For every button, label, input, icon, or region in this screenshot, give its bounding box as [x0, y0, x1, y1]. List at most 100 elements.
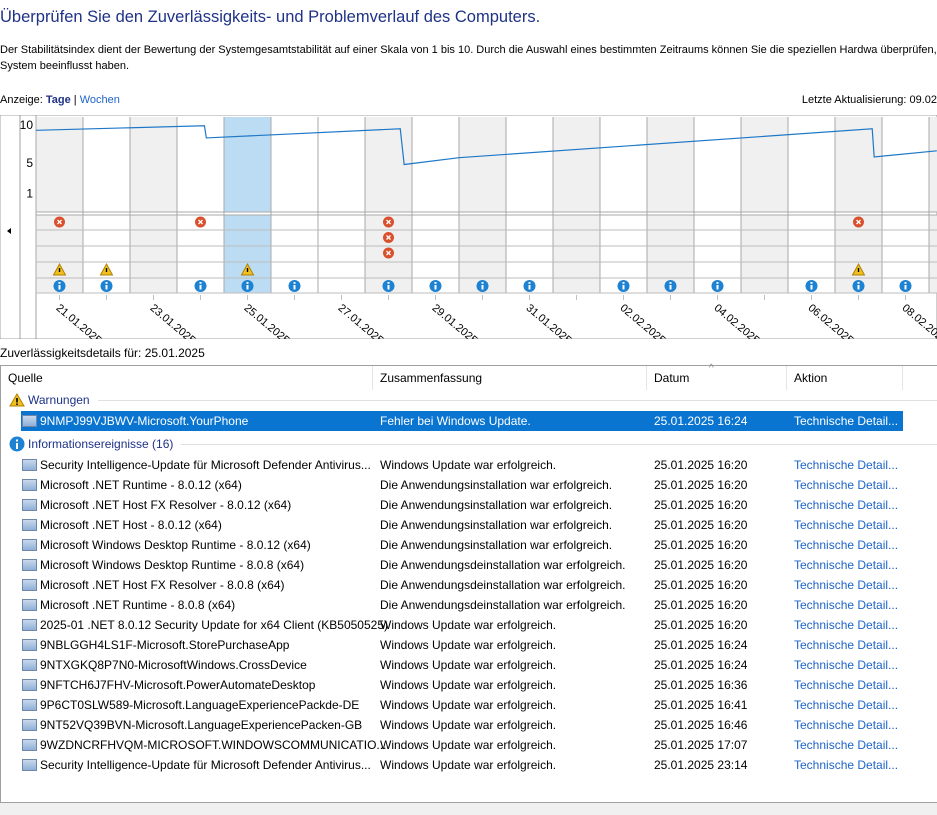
info-icon-dot [199, 282, 202, 284]
technical-details-link[interactable]: Technische Detail... [794, 718, 899, 732]
day-events-column[interactable] [741, 215, 788, 293]
info-icon-dot [810, 282, 813, 284]
day-column[interactable] [177, 117, 224, 212]
info-icon-mark [528, 285, 531, 290]
divider [97, 399, 937, 401]
technical-details-link[interactable]: Technische Detail... [794, 738, 899, 752]
table-row[interactable]: 2025-01 .NET 8.0.12 Security Update for … [21, 615, 903, 635]
application-icon [22, 639, 37, 651]
day-events-column[interactable] [318, 215, 365, 293]
day-column[interactable] [882, 117, 929, 212]
day-column[interactable] [412, 117, 459, 212]
info-icon-mark [810, 285, 813, 290]
table-row[interactable]: Security Intelligence-Update für Microso… [21, 455, 903, 475]
info-icon-dot [58, 282, 61, 284]
day-column[interactable] [647, 117, 694, 212]
summary-cell: Windows Update war erfolgreich. [380, 758, 557, 772]
column-header-date[interactable]: Datum ^ [647, 363, 787, 390]
column-header-summary[interactable]: Zusammenfassung [373, 366, 647, 390]
day-column[interactable] [271, 117, 318, 212]
table-row[interactable]: Microsoft .NET Host FX Resolver - 8.0.8 … [21, 575, 903, 595]
application-icon [22, 579, 37, 591]
table-row[interactable]: 9NMPJ99VJBWV-Microsoft.YourPhone Fehler … [21, 411, 903, 431]
info-icon-mark [669, 285, 672, 290]
group-information[interactable]: Informationsereignisse (16) [9, 434, 937, 454]
column-header-action[interactable]: Aktion [787, 366, 903, 390]
technical-details-link[interactable]: Technische Detail... [794, 414, 899, 428]
info-icon-dot [622, 282, 625, 284]
error-icon-mark [198, 219, 203, 225]
technical-details-link[interactable]: Technische Detail... [794, 458, 899, 472]
group-information-label: Informationsereignisse (16) [28, 437, 174, 451]
day-events-column[interactable] [553, 215, 600, 293]
summary-cell: Fehler bei Windows Update. [380, 414, 531, 428]
table-row[interactable]: 9NTXGKQ8P7N0-MicrosoftWindows.CrossDevic… [21, 655, 903, 675]
summary-cell: Windows Update war erfolgreich. [380, 698, 557, 712]
page-title: Überprüfen Sie den Zuverlässigkeits- und… [0, 8, 541, 26]
date-cell: 25.01.2025 16:20 [654, 558, 748, 572]
warning-icon [9, 393, 25, 407]
scroll-left-icon[interactable] [7, 228, 11, 234]
table-row[interactable]: Microsoft .NET Host FX Resolver - 8.0.12… [21, 495, 903, 515]
day-column[interactable] [506, 117, 553, 212]
column-header-source[interactable]: Quelle [1, 366, 373, 390]
info-icon-mark [434, 285, 437, 290]
summary-cell: Windows Update war erfolgreich. [380, 678, 557, 692]
day-column[interactable] [83, 117, 130, 212]
technical-details-link[interactable]: Technische Detail... [794, 638, 899, 652]
technical-details-link[interactable]: Technische Detail... [794, 558, 899, 572]
warning-icon-mark [246, 268, 249, 272]
table-row[interactable]: 9NT52VQ39BVN-Microsoft.LanguageExperienc… [21, 715, 903, 735]
date-cell: 25.01.2025 16:41 [654, 698, 748, 712]
view-days-link[interactable]: Tage [45, 94, 71, 106]
technical-details-link[interactable]: Technische Detail... [794, 678, 899, 692]
application-icon [22, 719, 37, 731]
details-title: Zuverlässigkeitsdetails für: 25.01.2025 [0, 346, 205, 360]
summary-cell: Die Anwendungsinstallation war erfolgrei… [380, 538, 613, 552]
technical-details-link[interactable]: Technische Detail... [794, 698, 899, 712]
date-cell: 25.01.2025 16:20 [654, 538, 748, 552]
table-row[interactable]: Microsoft Windows Desktop Runtime - 8.0.… [21, 555, 903, 575]
day-column[interactable] [835, 117, 882, 212]
technical-details-link[interactable]: Technische Detail... [794, 758, 899, 772]
day-events-column[interactable] [130, 215, 177, 293]
day-column[interactable] [694, 117, 741, 212]
day-column[interactable] [741, 117, 788, 212]
table-row[interactable]: Microsoft Windows Desktop Runtime - 8.0.… [21, 535, 903, 555]
technical-details-link[interactable]: Technische Detail... [794, 538, 899, 552]
table-row[interactable]: Security Intelligence-Update für Microso… [21, 755, 903, 775]
day-column[interactable] [224, 117, 271, 212]
day-column[interactable] [600, 117, 647, 212]
table-row[interactable]: Microsoft .NET Runtime - 8.0.12 (x64) Di… [21, 475, 903, 495]
technical-details-link[interactable]: Technische Detail... [794, 518, 899, 532]
view-weeks-link[interactable]: Wochen [79, 94, 120, 106]
day-column[interactable] [36, 117, 83, 212]
table-row[interactable]: 9NFTCH6J7FHV-Microsoft.PowerAutomateDesk… [21, 675, 903, 695]
day-column[interactable] [553, 117, 600, 212]
table-row[interactable]: 9NBLGGH4LS1F-Microsoft.StorePurchaseApp … [21, 635, 903, 655]
table-row[interactable]: Microsoft .NET Runtime - 8.0.8 (x64) Die… [21, 595, 903, 615]
error-icon-mark [386, 250, 391, 256]
info-icon-mark [857, 285, 860, 290]
table-row[interactable]: 9WZDNCRFHVQM-MICROSOFT.WINDOWSCOMMUNICAT… [21, 735, 903, 755]
table-row[interactable]: Microsoft .NET Host - 8.0.12 (x64) Die A… [21, 515, 903, 535]
application-icon [22, 519, 37, 531]
day-events-column[interactable] [929, 215, 937, 293]
day-column[interactable] [929, 117, 937, 212]
day-column[interactable] [130, 117, 177, 212]
application-icon [22, 619, 37, 631]
table-row[interactable]: 9P6CT0SLW589-Microsoft.LanguageExperienc… [21, 695, 903, 715]
technical-details-link[interactable]: Technische Detail... [794, 598, 899, 612]
date-cell: 25.01.2025 16:24 [654, 638, 748, 652]
technical-details-link[interactable]: Technische Detail... [794, 618, 899, 632]
technical-details-link[interactable]: Technische Detail... [794, 578, 899, 592]
source-cell: 9WZDNCRFHVQM-MICROSOFT.WINDOWSCOMMUNICAT… [40, 738, 387, 752]
day-column[interactable] [788, 117, 835, 212]
group-warnings[interactable]: Warnungen [9, 390, 937, 410]
technical-details-link[interactable]: Technische Detail... [794, 658, 899, 672]
summary-cell: Die Anwendungsinstallation war erfolgrei… [380, 498, 613, 512]
technical-details-link[interactable]: Technische Detail... [794, 498, 899, 512]
technical-details-link[interactable]: Technische Detail... [794, 478, 899, 492]
day-column[interactable] [459, 117, 506, 212]
